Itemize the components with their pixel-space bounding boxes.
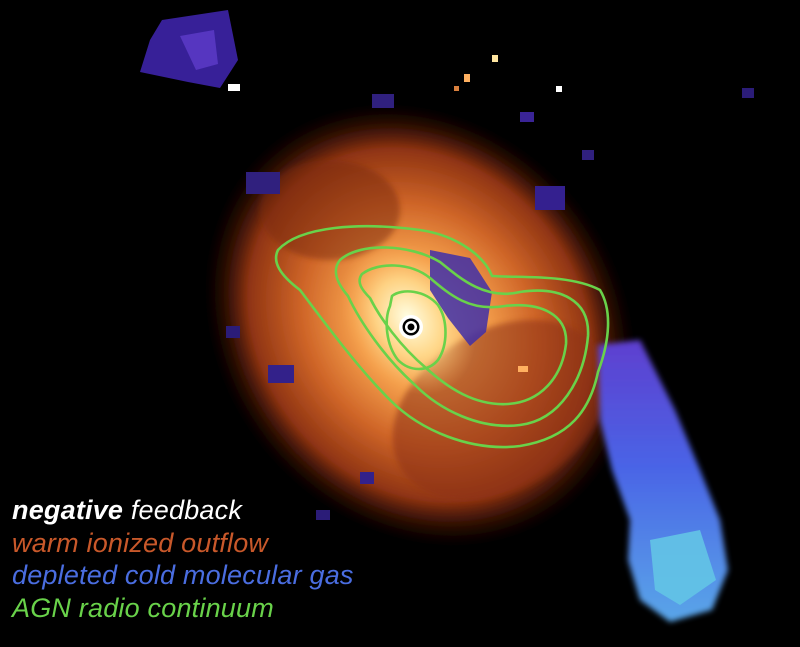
legend-ionized-outflow: warm ionized outflow [12, 527, 269, 558]
noise-pixels [228, 55, 562, 372]
molecular-gas-emission [140, 10, 754, 622]
legend-radio-continuum: AGN radio continuum [12, 592, 274, 623]
legend-title-emphasis: negative [12, 495, 124, 525]
radio-continuum-contours [274, 224, 610, 449]
agn-nucleus-marker-icon [399, 315, 423, 339]
legend-molecular-gas: depleted cold molecular gas [12, 560, 354, 590]
legend-title-rest: feedback [123, 495, 243, 525]
legend-title: negative feedback [12, 494, 354, 527]
legend: negative feedback warm ionized outflow d… [12, 494, 354, 624]
